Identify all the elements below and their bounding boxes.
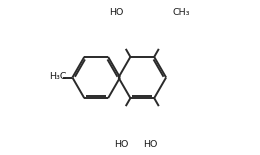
Text: HO: HO — [109, 8, 123, 17]
Text: HO: HO — [144, 140, 158, 149]
Text: H₃C: H₃C — [49, 72, 67, 81]
Text: CH₃: CH₃ — [172, 8, 190, 17]
Text: HO: HO — [114, 140, 129, 149]
